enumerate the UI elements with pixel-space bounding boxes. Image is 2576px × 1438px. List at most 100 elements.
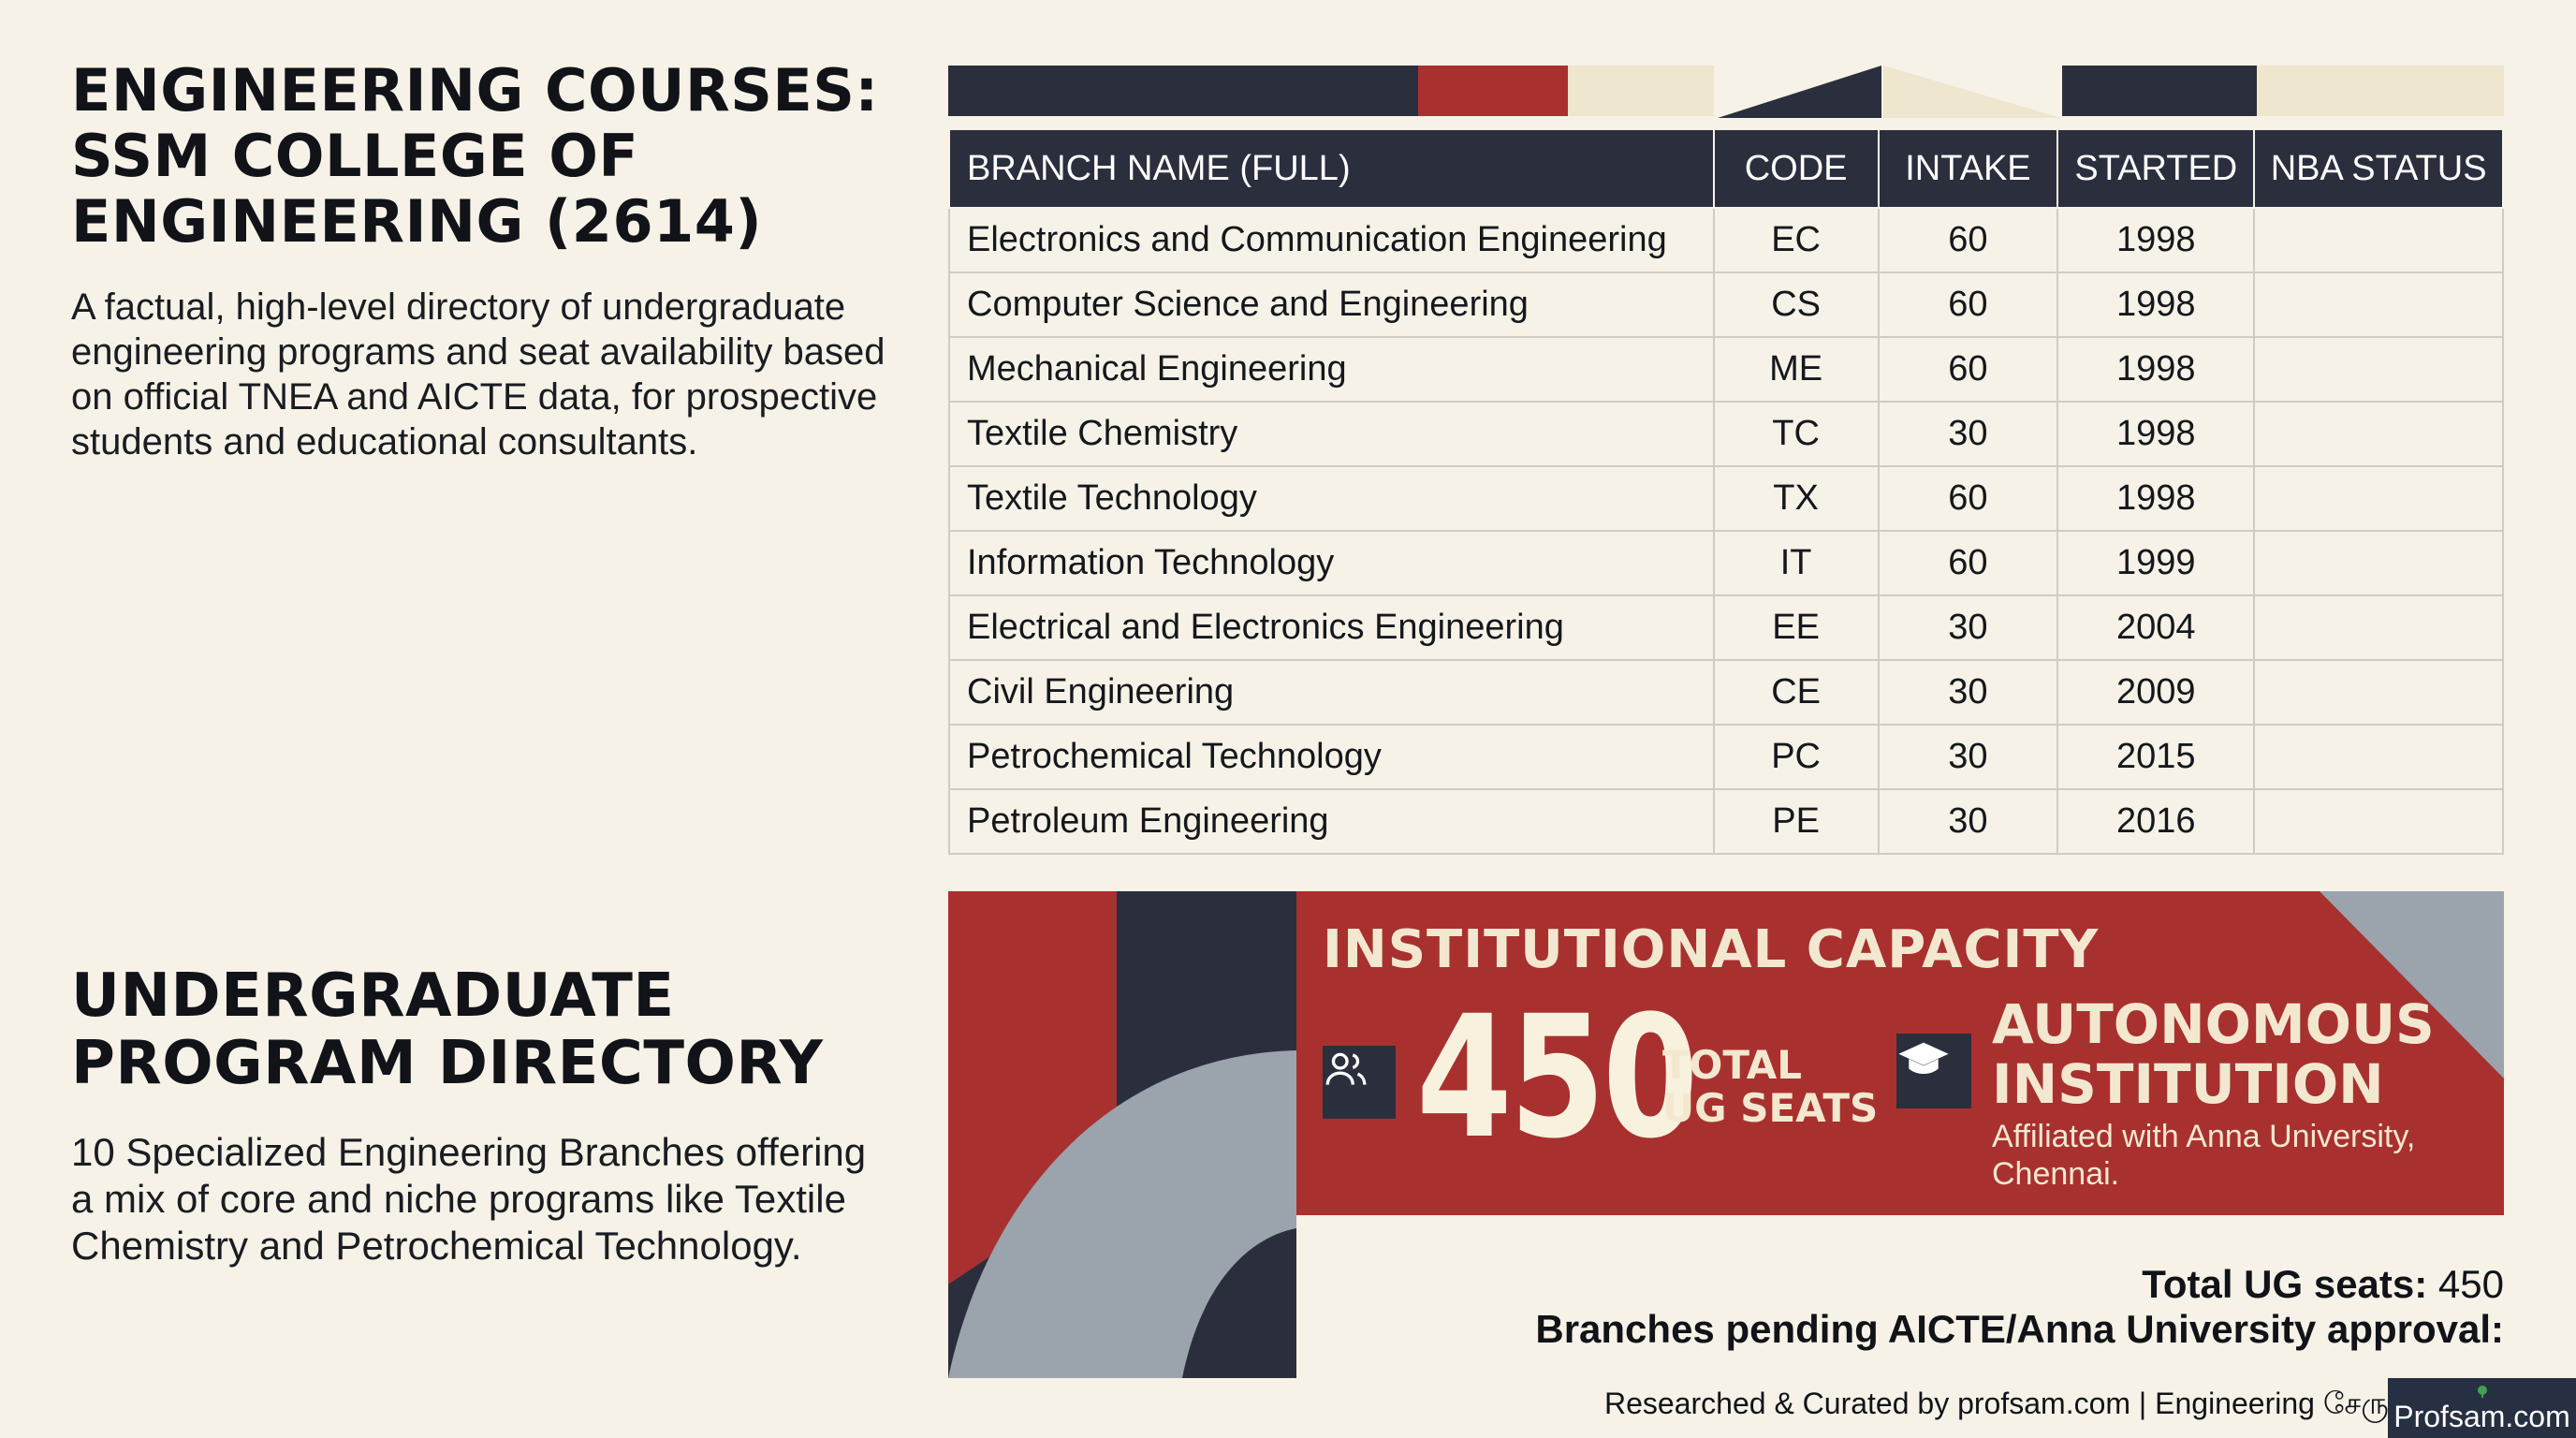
- decor-strip-navy-2: [2062, 66, 2257, 116]
- directory-title-line-1: UNDERGRADUATE: [71, 961, 675, 1031]
- decor-strip-red: [1418, 66, 1568, 116]
- directory-title-line-2: PROGRAM DIRECTORY: [71, 1029, 824, 1098]
- intro-section: ENGINEERING COURSES: SSM COLLEGE OF ENGI…: [71, 58, 895, 464]
- cell-branch-name: Petrochemical Technology: [948, 724, 1715, 790]
- cell-nba-status: [2253, 788, 2504, 855]
- cell-intake: 60: [1877, 207, 2059, 273]
- cell-code: TC: [1712, 401, 1880, 467]
- cell-code: IT: [1712, 530, 1880, 596]
- cell-nba-status: [2253, 271, 2504, 338]
- title-line-3: ENGINEERING (2614): [71, 187, 763, 256]
- cell-started: 2009: [2056, 659, 2256, 726]
- cell-nba-status: [2253, 207, 2504, 273]
- decor-strip-cream: [1568, 66, 1714, 116]
- cell-branch-name: Mechanical Engineering: [948, 336, 1715, 403]
- header-branch-name: BRANCH NAME (FULL): [948, 128, 1715, 209]
- affiliation-text: Affiliated with Anna University, Chennai…: [1992, 1119, 2416, 1192]
- header-code: CODE: [1712, 128, 1880, 209]
- header-intake: INTAKE: [1877, 128, 2059, 209]
- cell-branch-name: Textile Technology: [948, 465, 1715, 532]
- seats-label-line-2: UG SEATS: [1662, 1085, 1879, 1131]
- table-row: Petroleum Engineering PE 30 2016: [948, 788, 2504, 855]
- capacity-title: INSTITUTIONAL CAPACITY: [1323, 919, 2100, 980]
- profsam-logo[interactable]: Profsam.com: [2388, 1378, 2576, 1438]
- branch-table: BRANCH NAME (FULL) CODE INTAKE STARTED N…: [948, 128, 2504, 855]
- header-started: STARTED: [2056, 128, 2256, 209]
- table-row: Textile Chemistry TC 30 1998: [948, 401, 2504, 467]
- cell-intake: 60: [1877, 530, 2059, 596]
- table-row: Mechanical Engineering ME 60 1998: [948, 336, 2504, 403]
- cell-code: PE: [1712, 788, 1880, 855]
- cell-branch-name: Petroleum Engineering: [948, 788, 1715, 855]
- autonomous-line-2: INSTITUTION: [1992, 1052, 2384, 1116]
- cell-started: 1998: [2056, 401, 2256, 467]
- cell-started: 2015: [2056, 724, 2256, 790]
- cell-intake: 30: [1877, 788, 2059, 855]
- logo-mark-icon: [2477, 1386, 2487, 1398]
- cell-intake: 30: [1877, 401, 2059, 467]
- decor-strip-navy: [948, 66, 1418, 116]
- cell-started: 2016: [2056, 788, 2256, 855]
- cell-nba-status: [2253, 465, 2504, 532]
- cell-nba-status: [2253, 659, 2504, 726]
- total-seats-summary-value: 450: [2437, 1262, 2504, 1306]
- table-header-row: BRANCH NAME (FULL) CODE INTAKE STARTED N…: [948, 128, 2504, 209]
- cell-branch-name: Information Technology: [948, 530, 1715, 596]
- page-title: ENGINEERING COURSES: SSM COLLEGE OF ENGI…: [71, 58, 895, 255]
- cell-branch-name: Textile Chemistry: [948, 401, 1715, 467]
- banner-background: [948, 891, 2504, 1378]
- decor-triangle-navy: [1718, 66, 1881, 118]
- directory-description: 10 Specialized Engineering Branches offe…: [71, 1130, 867, 1268]
- decor-triangle-cream: [1883, 66, 2061, 118]
- people-icon: [1323, 1046, 1396, 1119]
- title-line-2: SSM COLLEGE OF: [71, 122, 639, 190]
- seats-label-line-1: TOTAL: [1662, 1042, 1803, 1088]
- table-row: Textile Technology TX 60 1998: [948, 465, 2504, 532]
- cell-code: CS: [1712, 271, 1880, 338]
- total-seats-summary-label: Total UG seats:: [2142, 1262, 2428, 1306]
- graduation-cap-icon: [1896, 1034, 1971, 1108]
- cell-intake: 60: [1877, 336, 2059, 403]
- cell-started: 1998: [2056, 271, 2256, 338]
- cell-nba-status: [2253, 530, 2504, 596]
- cell-intake: 60: [1877, 465, 2059, 532]
- summary-block: Total UG seats: 450 Branches pending AIC…: [1535, 1262, 2504, 1352]
- logo-text: Profsam.com: [2393, 1400, 2570, 1433]
- cell-code: CE: [1712, 659, 1880, 726]
- title-line-1: ENGINEERING COURSES:: [71, 56, 879, 125]
- cell-intake: 30: [1877, 724, 2059, 790]
- cell-nba-status: [2253, 401, 2504, 467]
- cell-nba-status: [2253, 724, 2504, 790]
- table-row: Civil Engineering CE 30 2009: [948, 659, 2504, 726]
- autonomous-title: AUTONOMOUS INSTITUTION: [1992, 994, 2435, 1114]
- cell-intake: 60: [1877, 271, 2059, 338]
- capacity-banner: INSTITUTIONAL CAPACITY 450 TOTAL UG SEAT…: [948, 891, 2504, 1378]
- intro-description: A factual, high-level directory of under…: [71, 286, 886, 462]
- total-seats-summary: Total UG seats: 450: [1535, 1262, 2504, 1307]
- cell-intake: 30: [1877, 659, 2059, 726]
- cell-branch-name: Civil Engineering: [948, 659, 1715, 726]
- table-row: Information Technology IT 60 1999: [948, 530, 2504, 596]
- cell-branch-name: Electrical and Electronics Engineering: [948, 594, 1715, 661]
- cell-code: EE: [1712, 594, 1880, 661]
- cell-code: EC: [1712, 207, 1880, 273]
- table-row: Electronics and Communication Engineerin…: [948, 207, 2504, 273]
- cell-code: PC: [1712, 724, 1880, 790]
- footer-credit: Researched & Curated by profsam.com | En…: [1604, 1387, 2435, 1420]
- cell-branch-name: Computer Science and Engineering: [948, 271, 1715, 338]
- cell-branch-name: Electronics and Communication Engineerin…: [948, 207, 1715, 273]
- directory-title: UNDERGRADUATE PROGRAM DIRECTORY: [71, 962, 895, 1097]
- cell-started: 2004: [2056, 594, 2256, 661]
- cell-intake: 30: [1877, 594, 2059, 661]
- pending-approval-label: Branches pending AICTE/Anna University a…: [1535, 1307, 2504, 1351]
- cell-started: 1999: [2056, 530, 2256, 596]
- cell-started: 1998: [2056, 336, 2256, 403]
- table-row: Computer Science and Engineering CS 60 1998: [948, 271, 2504, 338]
- cell-code: ME: [1712, 336, 1880, 403]
- table-row: Petrochemical Technology PC 30 2015: [948, 724, 2504, 790]
- cell-code: TX: [1712, 465, 1880, 532]
- total-seats-number: 450: [1416, 980, 1699, 1176]
- pending-approval-summary: Branches pending AICTE/Anna University a…: [1535, 1307, 2504, 1352]
- cell-started: 1998: [2056, 207, 2256, 273]
- total-seats-label: TOTAL UG SEATS: [1662, 1044, 1878, 1130]
